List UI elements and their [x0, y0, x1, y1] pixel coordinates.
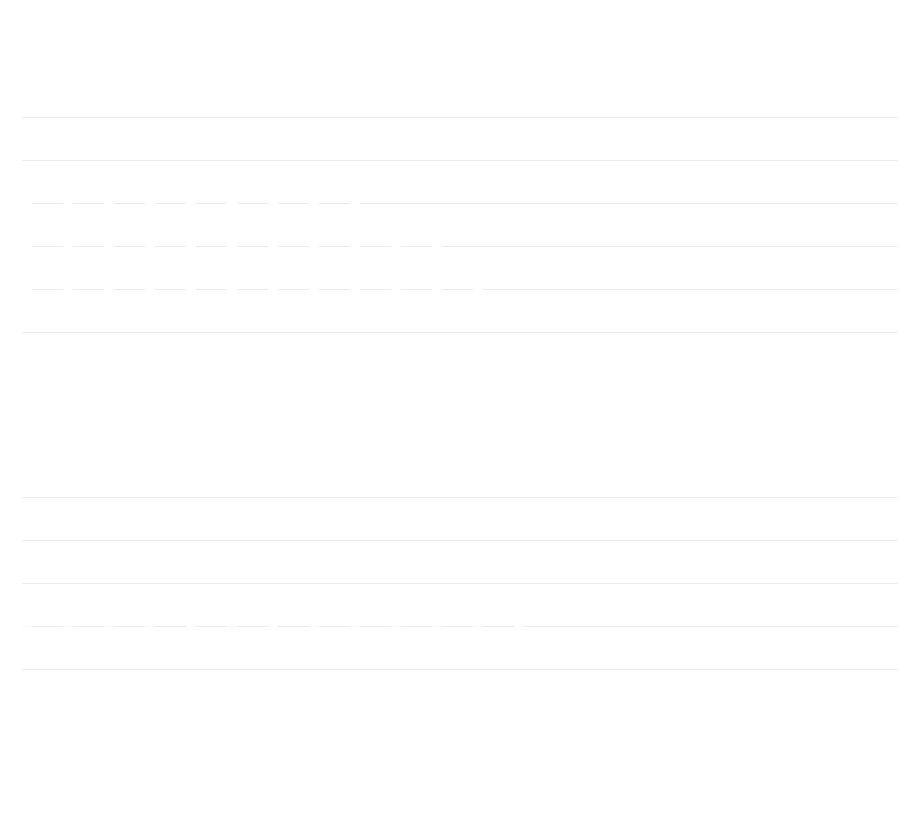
- placeholder-divider: [22, 246, 472, 247]
- list-row: [22, 117, 898, 160]
- placeholder-divider: [22, 289, 514, 290]
- list-row: [22, 583, 898, 626]
- list-row: [22, 203, 898, 246]
- list-row: [22, 626, 898, 670]
- list-row: [22, 246, 898, 289]
- top-list: [22, 117, 898, 333]
- bottom-list: [22, 497, 898, 670]
- list-row: [22, 289, 898, 333]
- placeholder-divider: [22, 626, 542, 627]
- list-row: [22, 540, 898, 583]
- list-row: [22, 497, 898, 540]
- list-row: [22, 160, 898, 203]
- placeholder-divider: [22, 203, 388, 204]
